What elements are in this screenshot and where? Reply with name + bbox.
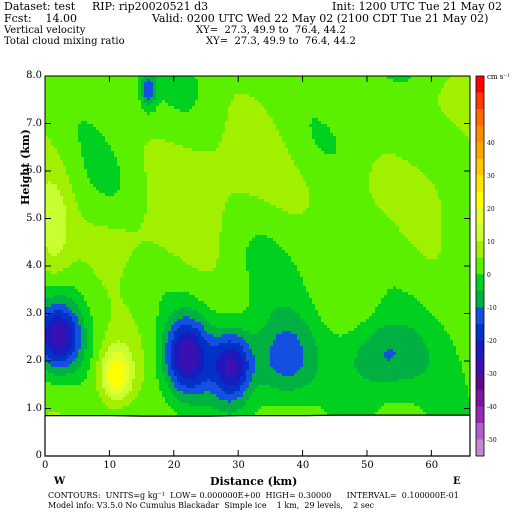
x-tick-label: 50 bbox=[360, 460, 374, 471]
colorbar bbox=[475, 75, 485, 457]
field2-xy: XY= 27.3, 49.9 to 76.4, 44.2 bbox=[206, 36, 356, 47]
terrain bbox=[44, 414, 471, 457]
field1-xy: XY= 27.3, 49.9 to 76.4, 44.2 bbox=[196, 25, 346, 36]
colorbar-label: -10 bbox=[487, 305, 497, 313]
y-tick-label: 0 bbox=[35, 450, 42, 461]
colorbar-swatch bbox=[476, 389, 484, 407]
x-axis-label: Distance (km) bbox=[210, 475, 298, 488]
y-tick-label: 1.0 bbox=[26, 402, 42, 414]
colorbar-swatch bbox=[476, 241, 484, 259]
west-label: W bbox=[54, 476, 66, 487]
colorbar-swatch bbox=[476, 307, 484, 325]
rip-label: RIP: rip20020521 d3 bbox=[92, 0, 209, 13]
axis-ticks bbox=[44, 75, 470, 457]
field2-name: Total cloud mixing ratio bbox=[4, 36, 125, 47]
valid-time: Valid: 0200 UTC Wed 22 May 02 (2100 CDT … bbox=[152, 12, 489, 25]
colorbar-swatch bbox=[476, 76, 484, 93]
model-info: Model info: V3.5.0 No Cumulus Blackadar … bbox=[48, 501, 375, 510]
colorbar-swatch bbox=[476, 191, 484, 209]
colorbar-swatch bbox=[476, 356, 484, 374]
colorbar-label: 40 bbox=[487, 140, 495, 148]
colorbar-label: 10 bbox=[487, 239, 495, 247]
forecast-hour: Fcst: 14.00 bbox=[4, 12, 78, 25]
x-tick-label: 20 bbox=[167, 460, 181, 471]
colorbar-unit: cm s⁻¹ bbox=[487, 73, 510, 81]
colorbar-swatch bbox=[476, 109, 484, 126]
x-tick-label: 10 bbox=[103, 460, 117, 471]
colorbar-swatch bbox=[476, 125, 484, 143]
colorbar-swatch bbox=[476, 323, 484, 341]
colorbar-swatch bbox=[476, 257, 484, 275]
y-tick-label: 5.0 bbox=[26, 212, 42, 224]
y-tick-label: 8.0 bbox=[26, 70, 42, 81]
colorbar-swatch bbox=[476, 373, 484, 391]
colorbar-label: 0 bbox=[487, 272, 491, 280]
colorbar-swatch bbox=[476, 175, 484, 192]
x-tick-label: 30 bbox=[232, 460, 245, 471]
colorbar-swatch bbox=[476, 274, 484, 292]
colorbar-swatch bbox=[476, 142, 484, 159]
colorbar-swatch bbox=[476, 224, 484, 242]
colorbar-label: 20 bbox=[487, 206, 495, 214]
x-tick-label: 0 bbox=[42, 460, 49, 471]
colorbar-label: -50 bbox=[487, 437, 497, 445]
colorbar-swatch bbox=[476, 290, 484, 308]
field1-name: Vertical velocity bbox=[4, 25, 86, 36]
y-tick-label: 7.0 bbox=[26, 117, 42, 129]
y-tick-label: 3.0 bbox=[26, 307, 42, 319]
y-tick-label: 6.0 bbox=[26, 165, 42, 176]
y-tick-label: 2.0 bbox=[26, 355, 42, 366]
x-tick-label: 40 bbox=[296, 460, 310, 471]
dataset-label: Dataset: test bbox=[4, 0, 76, 13]
colorbar-swatch bbox=[476, 158, 484, 176]
colorbar-swatch bbox=[476, 406, 484, 424]
colorbar-swatch bbox=[476, 439, 484, 457]
colorbar-swatch bbox=[476, 422, 484, 440]
colorbar-label: 30 bbox=[487, 173, 495, 181]
colorbar-swatch bbox=[476, 340, 484, 358]
colorbar-label: -40 bbox=[487, 404, 497, 412]
y-tick-label: 4.0 bbox=[26, 260, 42, 271]
east-label: E bbox=[453, 476, 461, 487]
colorbar-swatch bbox=[476, 92, 484, 110]
colorbar-label: -20 bbox=[487, 338, 497, 346]
init-time: Init: 1200 UTC Tue 21 May 02 bbox=[332, 0, 503, 13]
colorbar-swatch bbox=[476, 208, 484, 225]
colorbar-label: -30 bbox=[487, 371, 497, 379]
x-tick-label: 60 bbox=[425, 460, 439, 471]
velocity-field bbox=[45, 76, 470, 418]
contour-info: CONTOURS: UNITS=g kg⁻¹ LOW= 0.000000E+00… bbox=[48, 491, 459, 500]
